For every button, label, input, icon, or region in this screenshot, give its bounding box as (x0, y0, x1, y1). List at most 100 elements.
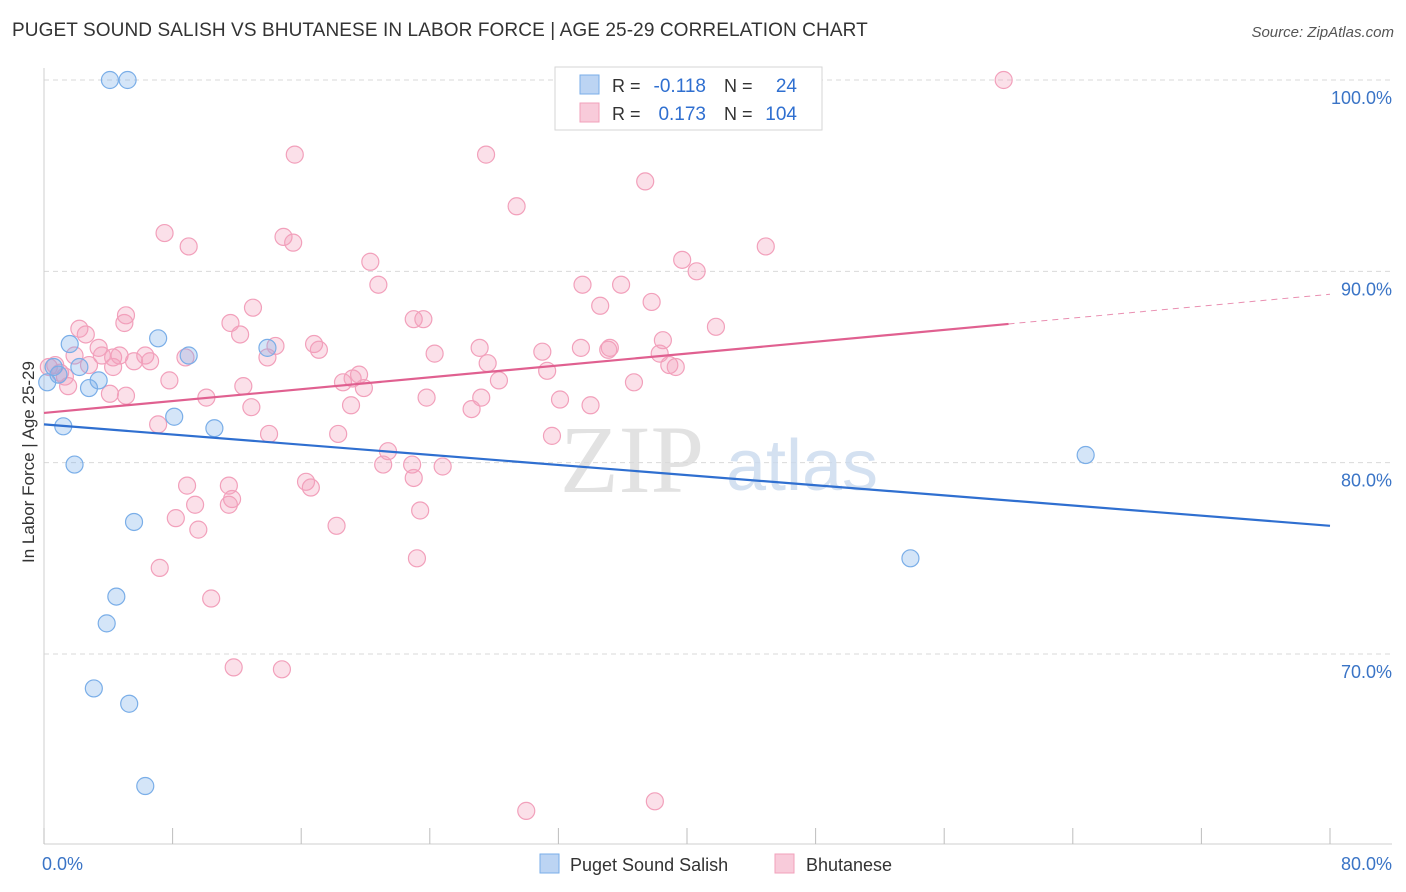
bhutanese-point (258, 348, 277, 367)
bhutanese-point (591, 296, 610, 315)
bhutanese-point (407, 549, 427, 568)
bhutanese-point (304, 334, 324, 354)
grid-lines (44, 79, 1390, 655)
salish-point (79, 378, 99, 398)
bhutanese-point (285, 145, 304, 164)
bhutanese-point (329, 424, 348, 444)
chart-title: PUGET SOUND SALISH VS BHUTANESE IN LABOR… (12, 20, 868, 41)
legend-swatch-bhutanese (579, 102, 600, 123)
bhutanese-point (155, 223, 174, 243)
salish-point (124, 512, 144, 532)
y-tick-label: 70.0% (1341, 662, 1392, 682)
bhutanese-point (219, 495, 238, 514)
y-tick-label: 90.0% (1341, 279, 1392, 299)
bhutanese-point (404, 310, 423, 329)
bhutanese-point (327, 516, 346, 535)
bhutanese-point (202, 589, 221, 608)
bhutanese-point (624, 373, 644, 392)
bhutanese-point (243, 298, 263, 317)
bhutanese-point (571, 338, 591, 357)
legend-r-value-1: -0.118 (654, 76, 706, 97)
bhutanese-point (476, 145, 496, 164)
bhutanese-point (274, 227, 293, 246)
y-tick-label: 80.0% (1341, 471, 1392, 491)
bhutanese-point (104, 357, 123, 377)
salish-point (1076, 445, 1095, 465)
bhutanese-point (186, 495, 205, 514)
bhutanese-point (309, 340, 328, 359)
legend-series-2: Bhutanese (806, 855, 892, 875)
legend-n-label-1: N = (724, 76, 753, 96)
bhutanese-point (259, 424, 279, 444)
legend-r-label-1: R = (612, 76, 641, 96)
salish-point (97, 614, 116, 633)
x-tick-label-left: 0.0% (42, 854, 83, 874)
salish-point (84, 679, 103, 698)
bhutanese-point (403, 455, 422, 474)
salish-point (65, 455, 84, 474)
bhutanese-point (642, 292, 661, 312)
legend-swatch-salish (579, 74, 600, 95)
salish-point (165, 407, 184, 426)
bhutanese-point (242, 398, 261, 417)
bhutanese-point (296, 472, 316, 491)
chart-source: Source: ZipAtlas.com (1251, 24, 1394, 41)
x-tick-label-right: 80.0% (1341, 854, 1392, 874)
trend-lines (43, 293, 1331, 527)
legend-series-1: Puget Sound Salish (570, 855, 728, 875)
bhutanese-point (994, 70, 1013, 90)
legend-n-label-2: N = (724, 104, 753, 124)
y-tick-label: 100.0% (1331, 88, 1392, 108)
legend-bottom-swatch-salish (539, 853, 560, 874)
legend-r-value-2: 0.173 (658, 104, 706, 125)
bhutanese-point (433, 457, 452, 476)
salish-trend-line (43, 423, 1331, 527)
bhutanese-point (636, 172, 655, 191)
salish-point (107, 587, 126, 606)
y-tick-labels: 100.0% 90.0% 80.0% 70.0% (1331, 88, 1392, 682)
bhutanese-point (177, 476, 197, 495)
bhutanese-point (160, 371, 179, 390)
bhutanese-point (425, 344, 444, 363)
bhutanese-point (341, 396, 361, 415)
salish-point (100, 70, 120, 90)
bhutanese-point (219, 476, 238, 495)
bhutanese-point (756, 237, 775, 256)
salish-point (118, 70, 137, 90)
bhutanese-point (533, 342, 552, 361)
bhutanese-point (166, 509, 185, 528)
salish-point (258, 338, 277, 357)
legend-n-value-1: 24 (776, 76, 798, 97)
bhutanese-point (660, 355, 679, 375)
bhutanese-point (478, 354, 497, 373)
bhutanese-point (39, 357, 58, 377)
bhutanese-point (653, 331, 672, 350)
axes (43, 68, 1392, 845)
bhutanese-point (470, 338, 489, 357)
bhutanese-point (581, 396, 600, 415)
y-axis-label: In Labor Force | Age 25-29 (19, 361, 38, 563)
bhutanese-point (104, 348, 123, 367)
stats-legend: R = -0.118 N = 24 R = 0.173 N = 104 (554, 66, 823, 131)
bhutanese-point (76, 325, 95, 344)
bhutanese-trend-line-dashed (1008, 293, 1331, 325)
bhutanese-point (599, 340, 618, 359)
bhutanese-point (687, 262, 706, 281)
bhutanese-point (116, 386, 136, 405)
salish-point (205, 419, 224, 438)
watermark-atlas: atlas (726, 426, 878, 506)
bhutanese-point (573, 275, 592, 294)
bhutanese-point (100, 384, 120, 403)
bhutanese-point (234, 377, 253, 396)
bhutanese-point (550, 390, 570, 409)
bhutanese-point (222, 489, 242, 509)
bhutanese-point (224, 658, 243, 677)
bhutanese-trend-line (43, 322, 1009, 415)
bhutanese-point (673, 250, 692, 269)
bhutanese-point (611, 275, 631, 294)
salish-point (70, 357, 89, 377)
legend-n-value-2: 104 (765, 104, 797, 125)
bhutanese-point (140, 352, 160, 371)
bhutanese-point (542, 426, 562, 445)
